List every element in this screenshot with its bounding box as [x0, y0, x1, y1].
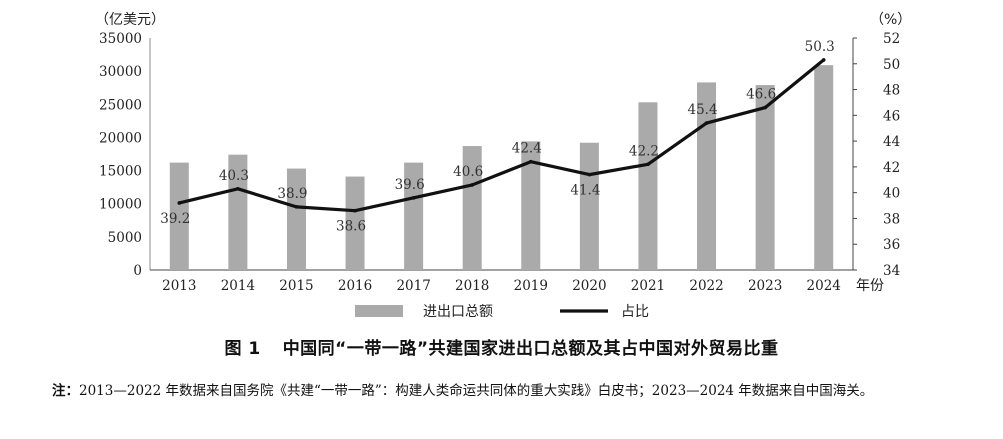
- left-tick-label: 20000: [99, 130, 142, 146]
- left-tick-label: 5000: [108, 230, 142, 246]
- chart-canvas: 0 5000 10000 15000 20000 25000 30000 35000 34 36 3…: [95, 12, 911, 320]
- bar: [345, 176, 365, 270]
- line-point: [763, 105, 767, 110]
- x-tick-label: 2020: [572, 278, 606, 294]
- footnote: 注：2013—2022 年数据来自国务院《共建“一带一路”：构建人类命运共同体的…: [12, 378, 992, 404]
- line-point: [587, 172, 592, 177]
- x-tick-label: 2017: [396, 278, 430, 294]
- right-tick-label: 46: [883, 108, 900, 124]
- right-tick-label: 42: [883, 160, 900, 176]
- x-tick-label: 2018: [455, 278, 489, 294]
- line-data-label: 38.9: [277, 186, 307, 202]
- right-tick-label: 44: [883, 134, 900, 150]
- x-tick-label: 2014: [221, 278, 255, 294]
- line-point: [470, 183, 475, 187]
- bar: [638, 102, 658, 270]
- right-tick-label: 48: [883, 83, 900, 99]
- x-tick-label: 2022: [689, 278, 723, 294]
- bar: [755, 85, 775, 270]
- x-tick-label: 2024: [807, 278, 841, 294]
- line-point: [528, 159, 533, 164]
- line-point: [646, 162, 650, 167]
- line-data-label: 50.3: [805, 39, 835, 55]
- series-line: [177, 58, 826, 213]
- left-tick-label: 35000: [99, 31, 142, 47]
- line-data-label: 40.6: [453, 164, 483, 180]
- left-tick-label: 0: [133, 263, 142, 279]
- right-tick-label: 34: [883, 263, 900, 279]
- x-tick-label: 2015: [279, 278, 313, 294]
- right-axis-unit: （%）: [870, 12, 911, 28]
- bar: [169, 162, 189, 270]
- right-tick-label: 38: [883, 211, 900, 227]
- line-data-label: 38.6: [336, 219, 366, 235]
- bar: [462, 146, 482, 270]
- x-axis-unit: 年份: [856, 278, 884, 294]
- line-data-label: 39.6: [395, 177, 425, 193]
- line-data-label: 42.4: [512, 141, 542, 157]
- line-point: [411, 196, 416, 200]
- line-point: [294, 205, 299, 209]
- left-tick-label: 25000: [99, 97, 142, 113]
- left-tick-label: 10000: [99, 197, 142, 213]
- x-tick-label: 2023: [748, 278, 782, 294]
- figure-title: 中国同“一带一路”共建国家进出口总额及其占中国对外贸易比重: [282, 339, 779, 359]
- left-axis-unit: （亿美元）: [95, 12, 165, 28]
- right-tick-label: 50: [883, 57, 900, 73]
- right-tick-label: 52: [883, 31, 900, 47]
- x-tick-label: 2013: [162, 278, 196, 294]
- line-point: [236, 187, 240, 191]
- line-point: [177, 201, 182, 205]
- line-data-label: 42.2: [629, 143, 659, 159]
- footnote-text: 2013—2022 年数据来自国务院《共建“一带一路”：构建人类命运共同体的重大…: [79, 383, 874, 399]
- right-tick-label: 36: [883, 237, 900, 253]
- legend-label-bars: 进出口总额: [423, 304, 493, 320]
- line-data-label: 41.4: [570, 183, 600, 199]
- legend-swatch-bars: [355, 305, 403, 317]
- figure-caption: 图 1 中国同“一带一路”共建国家进出口总额及其占中国对外贸易比重: [0, 334, 1003, 359]
- left-tick-label: 30000: [99, 64, 142, 80]
- x-tick-label: 2021: [631, 278, 665, 294]
- footnote-label: 注：: [52, 383, 79, 399]
- figure-number: 图 1: [224, 339, 261, 359]
- bar: [404, 162, 424, 270]
- left-tick-label: 15000: [99, 164, 142, 180]
- line-point: [353, 208, 357, 213]
- line-point: [821, 58, 826, 62]
- line-data-label: 40.3: [219, 168, 249, 184]
- line-point: [704, 121, 709, 125]
- x-tick-label: 2019: [514, 278, 548, 294]
- bar: [228, 154, 248, 270]
- bar: [579, 142, 599, 270]
- legend-label-line: 占比: [621, 304, 649, 320]
- line-data-label: 39.2: [160, 211, 190, 227]
- right-tick-label: 40: [883, 186, 900, 202]
- bar: [521, 141, 541, 270]
- line-data-label: 46.6: [746, 87, 776, 103]
- bar: [286, 168, 306, 270]
- chart: 0 5000 10000 15000 20000 25000 30000 35000 34 36 3…: [95, 12, 911, 320]
- bar: [814, 65, 834, 270]
- line-data-label: 45.4: [688, 102, 718, 118]
- x-tick-label: 2016: [338, 278, 372, 294]
- bar: [697, 82, 717, 270]
